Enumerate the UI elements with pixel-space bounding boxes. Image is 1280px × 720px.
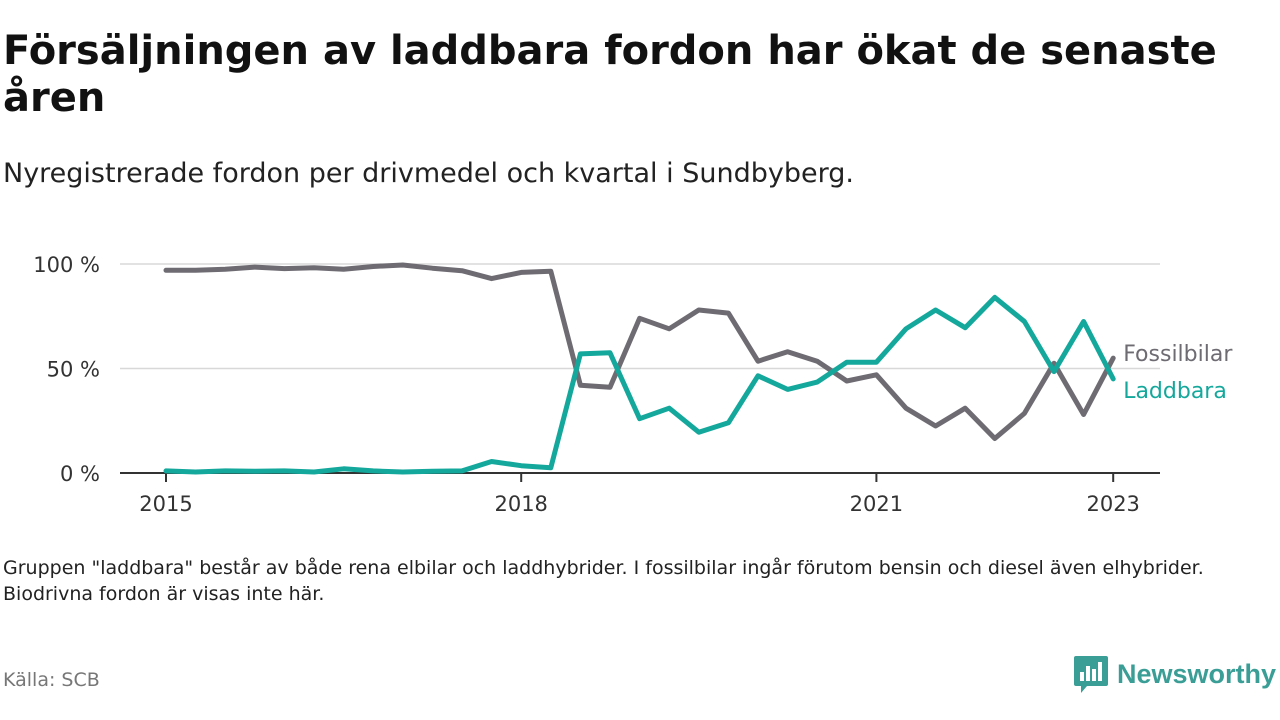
series-line-laddbara <box>163 294 1116 475</box>
x-tick-label: 2018 <box>494 492 547 516</box>
brand-logo: Newsworthy <box>1073 654 1276 694</box>
bar-chart-icon <box>1074 656 1108 693</box>
x-tick-label: 2015 <box>139 492 192 516</box>
source-credit: Källa: SCB <box>3 669 100 691</box>
chart-subtitle: Nyregistrerade fordon per drivmedel och … <box>3 158 854 189</box>
brand-name: Newsworthy <box>1117 658 1277 689</box>
x-tick-label: 2023 <box>1086 492 1139 516</box>
x-tick-label: 2021 <box>850 492 903 516</box>
chart-footnote: Gruppen "laddbara" består av både rena e… <box>3 557 1204 605</box>
y-tick-label: 50 % <box>47 358 100 382</box>
chart-title: Försäljningen av laddbara fordon har öka… <box>3 28 1217 121</box>
y-tick-label: 0 % <box>60 462 100 486</box>
series-label-fossil: Fossilbilar <box>1123 342 1233 367</box>
series-label-laddbara: Laddbara <box>1123 379 1227 404</box>
label-layer: Fossilbilar Laddbara <box>1123 342 1233 404</box>
series-layer <box>163 262 1116 475</box>
grid-layer <box>120 263 1160 370</box>
y-tick-label: 100 % <box>33 253 100 277</box>
series-line-fossil <box>163 262 1116 441</box>
line-chart: 0 % 50 % 100 % 2015 2018 2021 2023 Fossilbilar… <box>33 253 1233 516</box>
